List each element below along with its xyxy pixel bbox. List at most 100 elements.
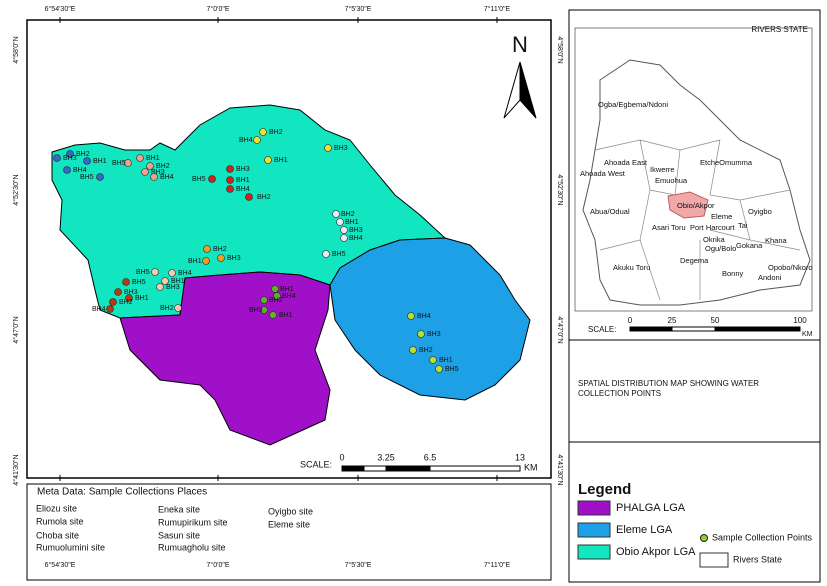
- phalga-area: [119, 271, 331, 446]
- point-label: BH3: [151, 169, 165, 176]
- collection-point: [322, 250, 330, 258]
- north-arrow: [519, 61, 537, 119]
- point-label: BH4: [236, 186, 250, 193]
- latitude-label: 4°58'0"N: [556, 36, 564, 63]
- inset-title: RIVERS STATE: [751, 25, 808, 34]
- scale-bar: [429, 465, 521, 472]
- legend-swatch: [699, 552, 729, 568]
- collection-point: [151, 268, 159, 276]
- collection-point: [217, 254, 225, 262]
- point-label: BH2: [119, 299, 133, 306]
- inset-frame: [574, 27, 813, 312]
- point-label: BH1: [146, 155, 160, 162]
- site-name: Oyigbo site: [268, 506, 313, 516]
- site-name: Rumuagholu site: [158, 542, 226, 552]
- point-label: BH1: [274, 157, 288, 164]
- lga-label: Tai: [738, 221, 748, 230]
- latitude-label: 4°52'30"N: [12, 174, 20, 205]
- point-label: BH2: [419, 347, 433, 354]
- scale-label: SCALE:: [300, 459, 332, 469]
- collection-point: [226, 176, 234, 184]
- latitude-label: 4°41'30"N: [12, 454, 20, 485]
- collection-point: [208, 175, 216, 183]
- point-label: BH2: [269, 297, 283, 304]
- site-name: Rumuolumini site: [36, 542, 105, 552]
- point-label: BH5: [136, 269, 150, 276]
- point-label: BH2: [156, 163, 170, 170]
- point-label: BH4: [178, 270, 192, 277]
- scale-tick: 13: [515, 452, 525, 462]
- legend-label: Obio Akpor LGA: [616, 546, 696, 558]
- caption: COLLECTION POINTS: [578, 389, 661, 398]
- longitude-label: 7°5'30"E: [345, 561, 372, 569]
- collection-point: [136, 154, 144, 162]
- collection-point: [407, 312, 415, 320]
- legend-swatch: [577, 544, 611, 560]
- lga-label: Gokana: [736, 241, 763, 250]
- lga-label: Okrika: [703, 235, 725, 244]
- collection-point: [226, 185, 234, 193]
- collection-point: [168, 269, 176, 277]
- collection-point: [106, 305, 114, 313]
- metadata-title: Meta Data: Sample Collections Places: [37, 487, 207, 498]
- longitude-label: 6°54'30"E: [45, 5, 76, 13]
- scale-tick: 0: [339, 452, 344, 462]
- collection-point: [66, 150, 74, 158]
- legend-swatch: [700, 534, 708, 542]
- site-name: Rumupirikum site: [158, 517, 228, 527]
- point-label: BH5: [132, 279, 146, 286]
- site-name: Eleme site: [268, 519, 310, 529]
- longitude-label: 7°0'0"E: [207, 561, 230, 569]
- longitude-label: 7°11'0"E: [484, 561, 511, 569]
- scale-tick: 100: [793, 316, 807, 325]
- collection-point: [202, 257, 210, 265]
- point-label: BH1: [188, 258, 202, 265]
- longitude-label: 7°11'0"E: [484, 5, 511, 13]
- lga-label: Eleme: [711, 212, 732, 221]
- collection-point: [156, 283, 164, 291]
- collection-point: [417, 330, 425, 338]
- lga-label: Abua/Odual: [590, 207, 630, 216]
- collection-point: [332, 210, 340, 218]
- collection-point: [269, 311, 277, 319]
- latitude-label: 4°41'30"N: [556, 454, 564, 485]
- site-name: Sasun site: [158, 530, 200, 540]
- scale-bar: [385, 465, 431, 472]
- legend-label: Eleme LGA: [616, 524, 673, 536]
- point-label: BH1: [279, 312, 293, 319]
- point-label: BH1: [135, 295, 149, 302]
- scale-bar: [671, 326, 716, 332]
- point-label: BH3: [124, 289, 138, 296]
- lga-label: EtcheOmumma: [700, 158, 753, 167]
- point-label: BH4: [349, 235, 363, 242]
- lga-label: Khana: [765, 236, 788, 245]
- collection-point: [53, 154, 61, 162]
- point-label: BH2: [160, 305, 174, 312]
- scale-tick: 6.5: [424, 452, 437, 462]
- collection-point: [174, 304, 182, 312]
- lga-label: Opobo/Nkoro: [768, 263, 813, 272]
- lga-label: Ahoada West: [580, 169, 626, 178]
- scale-tick: 0: [628, 316, 633, 325]
- legend-swatch: [577, 500, 611, 516]
- collection-point: [124, 159, 132, 167]
- scale-label: SCALE:: [588, 325, 616, 334]
- collection-point: [429, 356, 437, 364]
- collection-point: [114, 288, 122, 296]
- lga-label: Emuohua: [655, 176, 688, 185]
- lga-label: Akuku Toru: [613, 263, 650, 272]
- collection-point: [109, 298, 117, 306]
- lga-label: Ahoada East: [604, 158, 648, 167]
- scale-tick: 25: [668, 316, 677, 325]
- scale-bar: [629, 326, 673, 332]
- legend-label: Rivers State: [733, 554, 782, 564]
- legend-label: PHALGA LGA: [616, 502, 686, 514]
- legend-title: Legend: [578, 481, 631, 498]
- collection-point: [273, 292, 281, 300]
- collection-point: [122, 278, 130, 286]
- collection-point: [271, 285, 279, 293]
- eleme-area: [329, 237, 531, 401]
- collection-point: [161, 277, 169, 285]
- collection-point: [63, 166, 71, 174]
